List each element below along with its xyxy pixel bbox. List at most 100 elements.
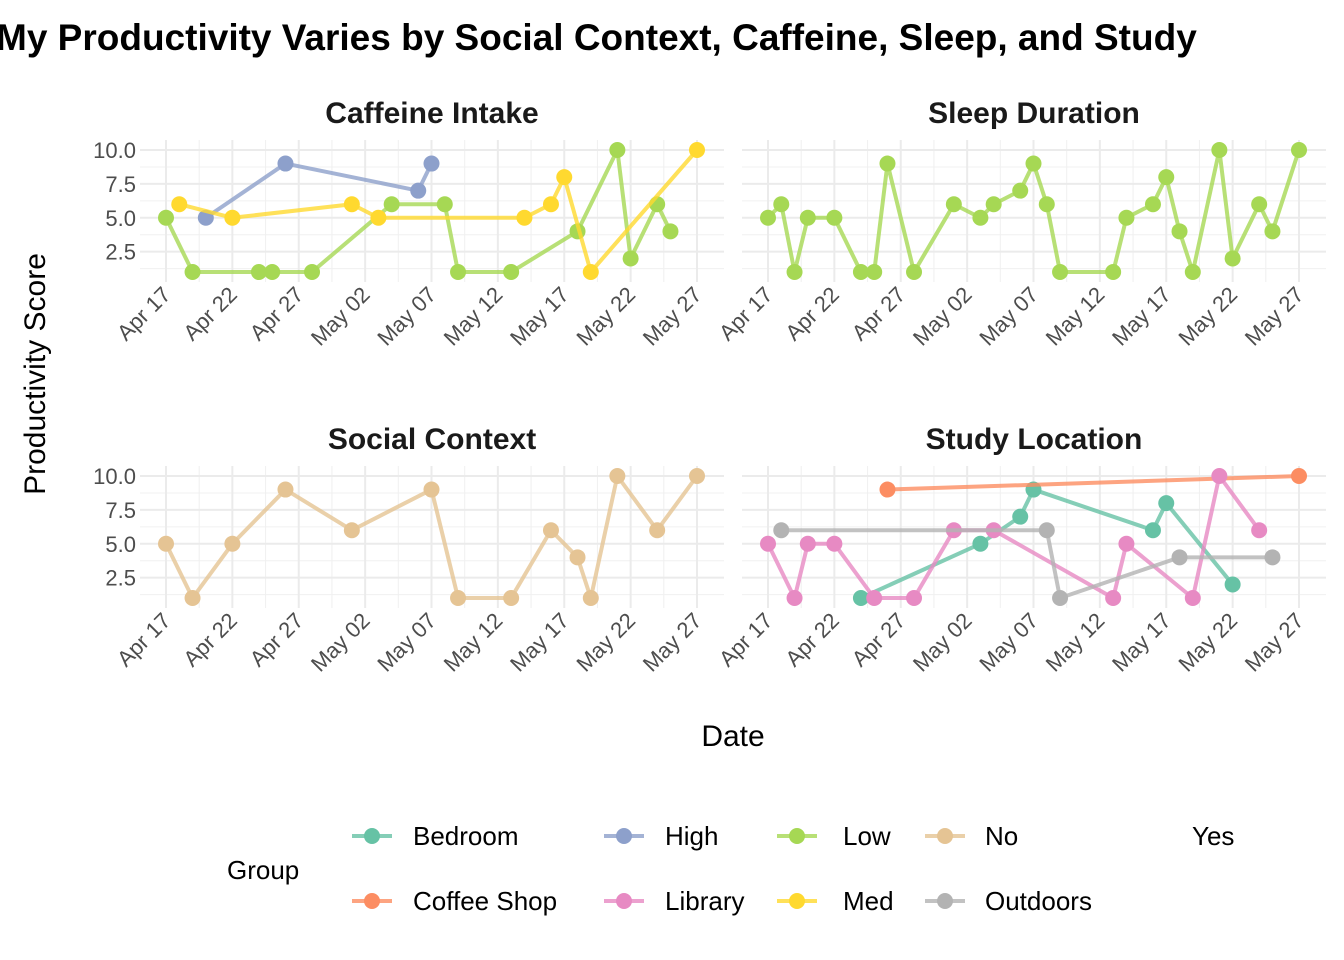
x-tick-label: May 22 [1173, 282, 1242, 351]
x-tick-label: May 27 [638, 608, 707, 677]
series-outdoors [773, 522, 1281, 606]
data-point [1144, 522, 1161, 539]
data-point [852, 264, 869, 280]
data-point [1251, 522, 1268, 539]
data-point [569, 549, 586, 566]
y-tick-label: 5.0 [105, 532, 136, 557]
data-point [799, 209, 816, 226]
x-tick-label: May 12 [1041, 282, 1110, 351]
data-point [582, 264, 599, 280]
legend-key-point [937, 828, 953, 844]
data-point [224, 535, 241, 552]
x-tick-label: May 27 [1240, 608, 1309, 677]
data-point [945, 196, 962, 213]
data-point [786, 264, 803, 280]
data-point [826, 209, 843, 226]
series-med [171, 142, 705, 280]
series-high [197, 155, 440, 226]
x-tick-label: Apr 17 [112, 282, 176, 346]
data-point [689, 142, 705, 158]
legend-item-yes: Yes [1192, 821, 1234, 851]
data-point [972, 209, 989, 226]
data-point [906, 590, 923, 606]
x-tick-label: May 12 [439, 282, 508, 351]
x-tick-label: Apr 27 [847, 282, 911, 346]
series-library [760, 468, 1268, 606]
panel-title: Caffeine Intake [325, 97, 538, 130]
x-tick-label: May 02 [306, 608, 375, 677]
series-low [158, 142, 679, 280]
data-point [370, 209, 387, 226]
y-tick-label: 5.0 [105, 206, 136, 231]
panel-title: Sleep Duration [928, 97, 1140, 130]
data-point [1158, 495, 1175, 512]
legend-key-point [364, 828, 380, 844]
data-point [184, 264, 201, 280]
legend-key-point [616, 893, 632, 909]
data-point [410, 182, 427, 199]
x-tick-label: May 22 [571, 282, 640, 351]
data-point [224, 209, 241, 226]
data-point [304, 264, 321, 280]
data-point [622, 250, 639, 267]
series-line [766, 474, 1261, 600]
x-tick-label: May 27 [638, 282, 707, 351]
data-point [1211, 142, 1228, 158]
data-point [184, 590, 201, 606]
data-point [582, 590, 599, 606]
x-tick-label: Apr 17 [714, 608, 778, 672]
legend-item-outdoors: Outdoors [925, 886, 1092, 916]
data-point [866, 264, 883, 280]
data-point [343, 522, 360, 539]
data-point [158, 535, 174, 552]
data-point [343, 196, 360, 213]
data-point [250, 264, 267, 280]
legend-label: Library [665, 886, 744, 916]
data-point [423, 155, 440, 172]
series-line [164, 148, 673, 274]
x-tick-label: May 12 [439, 608, 508, 677]
x-tick-label: Apr 27 [245, 608, 309, 672]
data-point [503, 590, 520, 606]
data-point [1038, 196, 1055, 213]
data-point [277, 481, 294, 498]
series-line [887, 474, 1300, 492]
data-point [1012, 508, 1029, 525]
data-point [1105, 590, 1122, 606]
data-point [1171, 223, 1188, 240]
y-tick-label: 2.5 [105, 240, 136, 265]
legend-key-point [789, 828, 805, 844]
data-point [906, 264, 923, 280]
x-tick-label: Apr 27 [847, 608, 911, 672]
panel-title: Social Context [328, 423, 536, 456]
legend-key-point [937, 893, 953, 909]
data-point [760, 535, 776, 552]
series-low [760, 142, 1307, 280]
data-point [852, 590, 869, 606]
data-point [649, 522, 666, 539]
x-tick-label: Apr 22 [178, 282, 242, 346]
y-tick-label: 2.5 [105, 566, 136, 591]
data-point [423, 481, 440, 498]
legend: Group Bedroom Coffee Shop High Library Low Me… [227, 821, 1234, 916]
data-point [450, 590, 467, 606]
data-point [556, 169, 573, 186]
legend-title: Group [227, 855, 299, 885]
data-point [277, 155, 294, 172]
y-axis-title: Productivity Score [19, 253, 52, 495]
legend-item-med: Med [777, 886, 894, 916]
x-tick-label: Apr 22 [780, 282, 844, 346]
data-point [1171, 549, 1188, 566]
x-tick-label: May 07 [974, 282, 1043, 351]
legend-label: High [665, 821, 718, 851]
data-point [1052, 264, 1069, 280]
legend-label: Med [843, 886, 894, 916]
legend-key-point [364, 893, 380, 909]
data-point [1291, 468, 1307, 484]
x-tick-label: May 02 [908, 608, 977, 677]
